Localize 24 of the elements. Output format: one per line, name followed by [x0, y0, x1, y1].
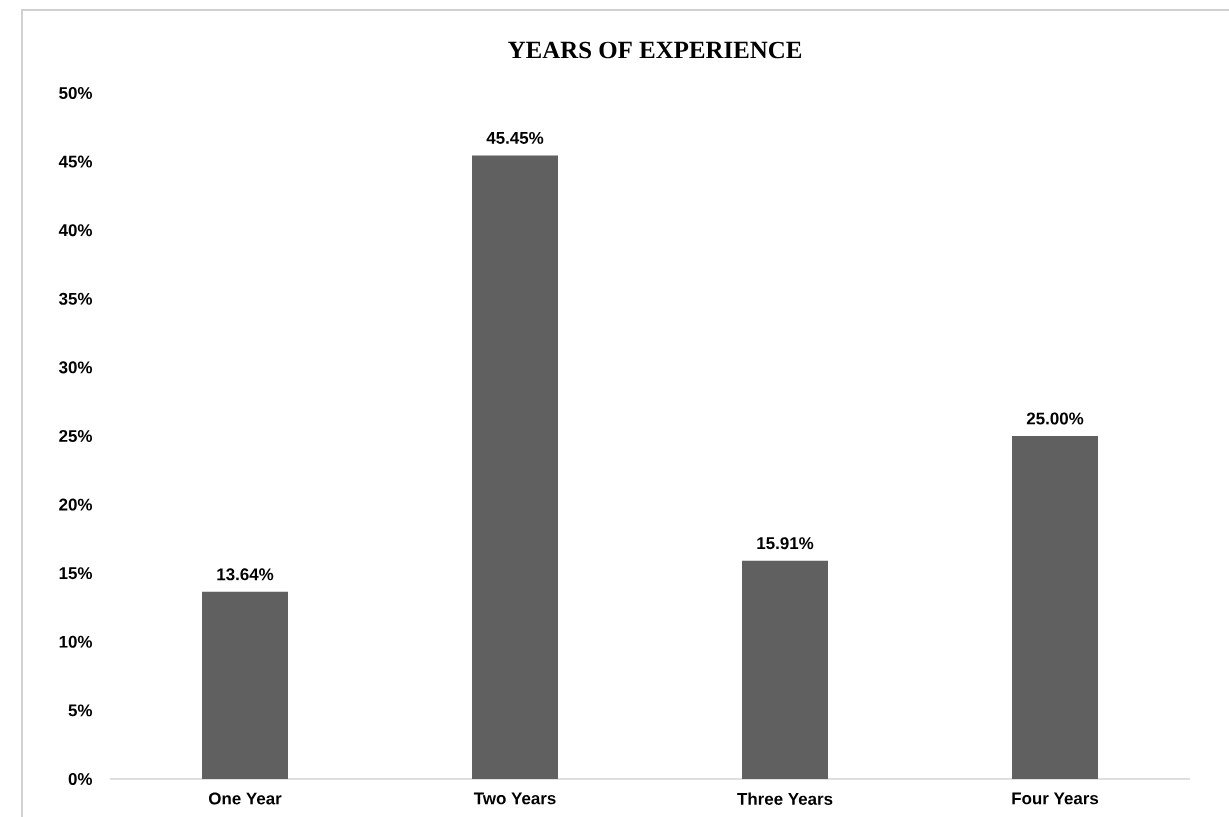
y-tick-label: 0% [68, 772, 93, 785]
y-tick-label: 10% [59, 635, 93, 648]
x-tick-label: Four Years [1012, 792, 1099, 805]
chart-title: YEARS OF EXPERIENCE [508, 41, 802, 59]
bar [472, 155, 559, 779]
y-tick-label: 35% [58, 292, 93, 305]
y-tick-label: 20% [59, 498, 93, 511]
y-tick-label: 25% [59, 429, 93, 442]
y-tick-label: 50% [59, 86, 93, 99]
y-tick-label: 30% [58, 361, 93, 374]
bar [202, 591, 289, 779]
data-label: 45.45% [486, 131, 544, 144]
data-label: 13.64% [217, 568, 274, 581]
y-tick-label: 40% [58, 224, 93, 237]
data-label: 25.00% [1026, 412, 1084, 425]
x-tick-label: Three Years [737, 792, 833, 805]
y-tick-label: 5% [68, 704, 93, 717]
x-tick-label: Two Years [473, 792, 556, 805]
bar [1012, 435, 1099, 779]
data-label: 15.91% [757, 537, 814, 550]
bar [742, 560, 829, 779]
x-tick-label: One Year [208, 792, 282, 805]
y-tick-label: 15% [59, 567, 93, 580]
y-tick-label: 45% [58, 155, 93, 168]
